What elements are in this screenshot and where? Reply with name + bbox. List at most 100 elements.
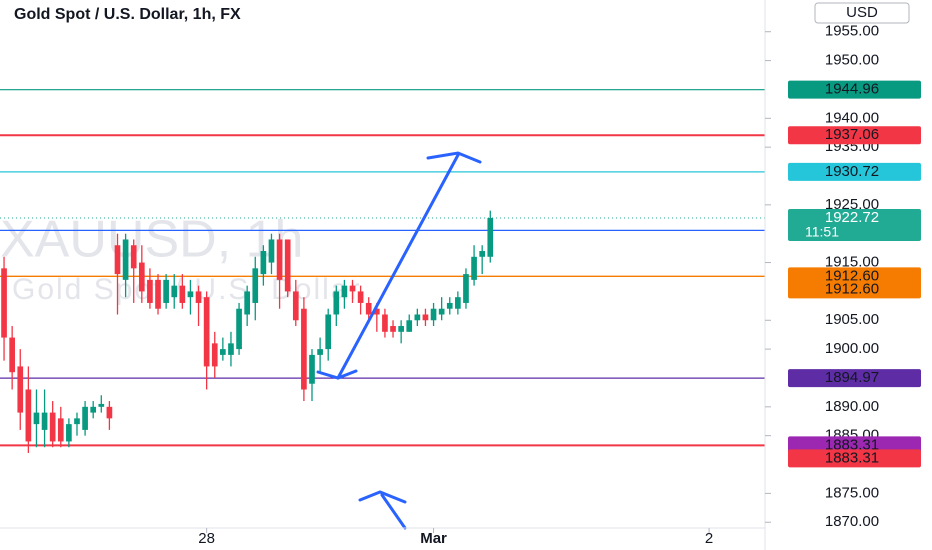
candle-body (236, 308, 242, 350)
candle-body (138, 262, 145, 292)
candle-body (130, 245, 137, 269)
candle-body (309, 354, 315, 384)
candle-body (171, 285, 178, 298)
candle-body (487, 218, 494, 257)
candle-body (122, 239, 129, 280)
candle-body (414, 314, 421, 321)
y-tick-label: 1915.00 (825, 254, 879, 271)
candle-body (471, 256, 477, 280)
price-label-text: 1894.97 (825, 369, 879, 386)
current-price-text: 1922.72 (825, 209, 879, 226)
price-label-text: 1883.31 (825, 436, 879, 453)
y-tick-label: 1875.00 (825, 484, 879, 501)
candle-body (98, 403, 105, 407)
candle-body (463, 274, 469, 303)
candle-body (163, 279, 169, 303)
arrow-head (426, 151, 482, 164)
currency-button[interactable] (814, 2, 910, 24)
candle-body (203, 297, 210, 367)
y-tick-label: 1900.00 (825, 340, 879, 357)
y-tick-label: 1925.00 (825, 196, 879, 213)
candle-body (57, 418, 64, 442)
candle-body (373, 308, 380, 315)
price-label-text: 1883.31 (825, 449, 879, 466)
price-label (788, 449, 921, 468)
candle-body (398, 326, 404, 332)
candle-body (446, 302, 453, 309)
candle-body (430, 308, 437, 321)
candle-body (155, 279, 161, 309)
candle-body (17, 366, 24, 413)
y-tick-label: 1955.00 (825, 23, 879, 40)
candle-body (357, 291, 364, 303)
candle-body (268, 239, 275, 263)
candle-body (228, 343, 234, 355)
candle-body (292, 291, 299, 321)
price-label-text: 1930.72 (825, 163, 879, 180)
candle-body (187, 291, 194, 298)
arrow-line (380, 493, 407, 530)
candle-body (179, 285, 186, 303)
candle-body (195, 291, 202, 303)
candle-body (82, 406, 88, 430)
candle-body (9, 337, 15, 373)
candle-body (406, 320, 413, 332)
y-tick-label: 1950.00 (825, 52, 879, 69)
candle-body (74, 418, 80, 425)
drawing-arrows (316, 151, 482, 530)
candle-body (333, 291, 340, 315)
candle-body (455, 297, 461, 309)
price-label (788, 369, 921, 388)
candle-body (106, 406, 113, 419)
candle-body (211, 343, 218, 367)
candle-body (284, 239, 291, 292)
y-tick-label: 1870.00 (825, 513, 879, 530)
candle-body (41, 412, 48, 430)
price-label (788, 162, 921, 181)
candle-body (90, 406, 97, 413)
candle-body (33, 412, 40, 425)
y-tick-label: 1940.00 (825, 109, 879, 126)
currency-label[interactable]: USD (846, 4, 878, 21)
candle-body (325, 314, 332, 350)
current-price-label (788, 209, 921, 242)
candle-body (276, 239, 283, 280)
x-tick-label: 28 (198, 530, 215, 547)
candle-body (390, 326, 396, 332)
candle-body (301, 308, 307, 390)
arrow-line (336, 153, 460, 380)
candle-body (365, 302, 372, 315)
candle-body (114, 245, 121, 275)
countdown: 11:51 (805, 224, 839, 240)
candle-body (49, 412, 56, 442)
candle-body (422, 314, 429, 321)
candle-body (341, 285, 348, 298)
candle-body (479, 251, 486, 257)
price-label-text: 1912.60 (825, 267, 879, 284)
watermark: XAUUSD, 1h Gold Spot / U.S. Dollar (0, 211, 361, 306)
price-label (788, 80, 921, 99)
candle-body (147, 279, 153, 303)
x-tick-label: Mar (420, 530, 447, 547)
watermark-name: Gold Spot / U.S. Dollar (12, 273, 361, 306)
y-tick-label: 1890.00 (825, 398, 879, 415)
candle-body (382, 314, 388, 332)
candle-body (25, 389, 32, 442)
candle-body (438, 308, 445, 315)
candle-body (244, 291, 251, 315)
candle-body (66, 424, 72, 442)
candle-body (260, 251, 267, 275)
arrow-tail (316, 369, 358, 380)
price-label (788, 280, 921, 299)
candle-body (252, 268, 259, 303)
candle-body (220, 349, 226, 355)
arrow-head (358, 490, 407, 504)
candle-body (317, 349, 323, 355)
price-label-text: 1937.06 (825, 126, 879, 143)
price-label-text: 1912.60 (825, 280, 879, 297)
price-label-text: 1944.96 (825, 81, 879, 98)
candle-body (1, 268, 7, 338)
y-tick-label: 1905.00 (825, 311, 879, 328)
chart-title: Gold Spot / U.S. Dollar, 1h, FX (14, 6, 241, 23)
